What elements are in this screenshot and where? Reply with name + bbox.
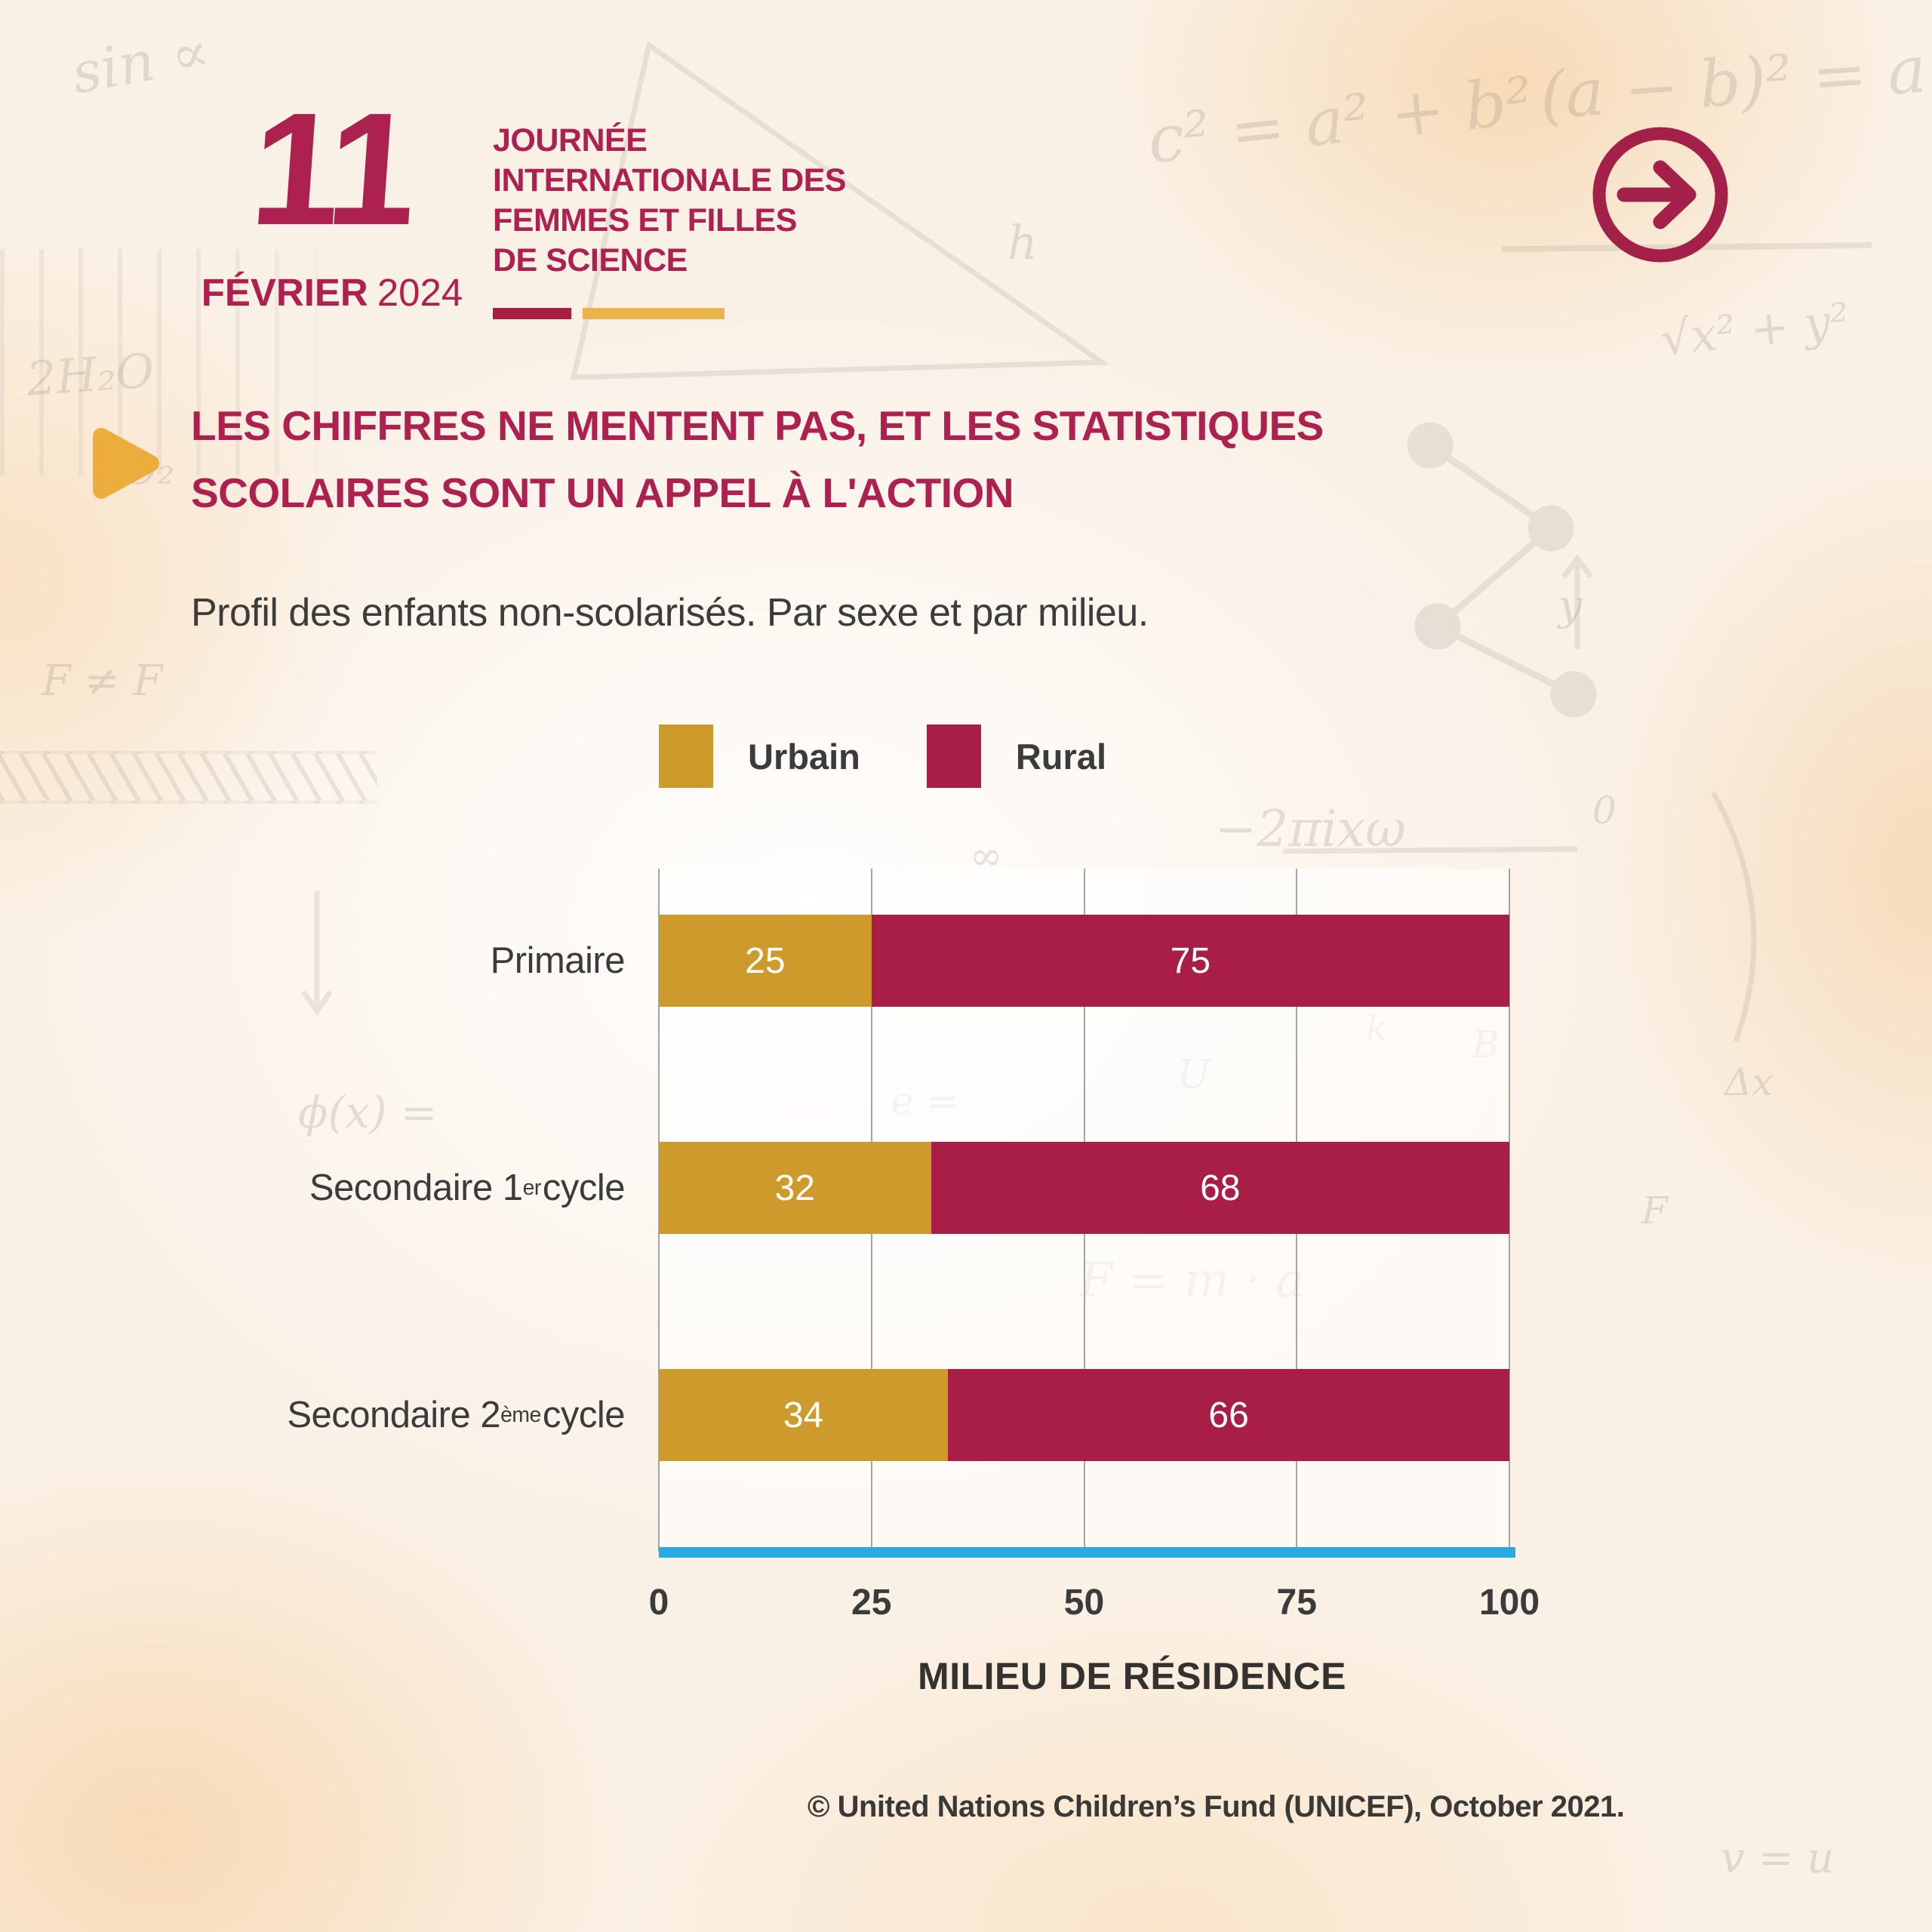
legend-item-rural: Rural xyxy=(926,724,1106,788)
x-tick-label-0: 0 xyxy=(648,1583,669,1623)
chart-plot-area: 25 75 32 68 34 66 xyxy=(658,869,1510,1552)
date-line: FÉVRIER 2024 xyxy=(136,270,528,315)
category-label: Secondaire 1 er cycle xyxy=(309,1168,626,1208)
x-axis-line xyxy=(659,1547,1515,1558)
date-year: 2024 xyxy=(377,271,463,314)
doodle-text: y xyxy=(1558,581,1583,630)
doodle-text: −2πixω xyxy=(1215,800,1406,858)
bar-segment-urbain: 32 xyxy=(659,1142,931,1234)
doodle-text: h xyxy=(1008,215,1038,270)
doodle-text: Δx xyxy=(1724,1060,1774,1104)
hatched-bar-doodle xyxy=(0,751,377,804)
arrow-right-circle-icon[interactable] xyxy=(1591,125,1730,264)
gridline-100 xyxy=(1509,869,1510,1552)
bar-row-secondaire-1: 32 68 xyxy=(659,1142,1509,1234)
doodle-text: 0 xyxy=(1592,789,1617,832)
doodle-text: 2H₂O xyxy=(24,343,156,407)
bar-row-secondaire-2: 34 66 xyxy=(659,1369,1509,1461)
legend-item-urbain: Urbain xyxy=(659,724,860,788)
bar-segment-urbain: 34 xyxy=(659,1369,949,1461)
play-triangle-icon xyxy=(89,427,162,500)
doodle-text: √x² + y² xyxy=(1657,292,1852,367)
bar-segment-urbain: 25 xyxy=(659,915,872,1007)
date-day: 11 xyxy=(245,79,419,258)
doodle-text: (a − b)² = a xyxy=(1537,32,1929,134)
doodle-text: c² = a² + b² xyxy=(1144,63,1537,179)
legend-swatch xyxy=(659,724,713,788)
doodle-text: F ≠ F xyxy=(42,657,163,706)
x-axis-ticks: 0 25 50 75 100 xyxy=(649,1582,1540,1627)
bar-row-primaire: 25 75 xyxy=(659,915,1509,1007)
legend-label: Rural xyxy=(1015,736,1106,777)
doodle-text: F xyxy=(1641,1189,1668,1232)
category-label: Primaire xyxy=(490,940,626,981)
underline-maroon xyxy=(493,308,571,319)
x-tick-label-100: 100 xyxy=(1478,1583,1540,1623)
chart-subtitle: Profil des enfants non-scolarisés. Par s… xyxy=(191,591,1149,635)
underline-gold xyxy=(583,308,724,319)
x-tick-label-50: 50 xyxy=(1063,1583,1105,1623)
doodle-text: sin ∝ xyxy=(66,18,214,107)
bar-segment-rural: 68 xyxy=(931,1142,1509,1234)
x-tick-label-25: 25 xyxy=(851,1583,892,1623)
x-tick-label-75: 75 xyxy=(1276,1583,1317,1623)
footer-credit: © United Nations Children’s Fund (UNICEF… xyxy=(808,1790,1625,1823)
event-title: JOURNÉE INTERNATIONALE DES FEMMES ET FIL… xyxy=(493,122,847,278)
date-month: FÉVRIER xyxy=(201,271,368,314)
legend-swatch xyxy=(926,724,981,788)
category-label: Secondaire 2 ème cycle xyxy=(287,1395,625,1435)
headline-title: LES CHIFFRES NE MENTENT PAS, ET LES STAT… xyxy=(191,402,1324,516)
chart-legend: Urbain Rural xyxy=(659,724,1106,788)
legend-label: Urbain xyxy=(748,736,860,777)
bar-segment-rural: 75 xyxy=(871,915,1509,1007)
doodle-text: ϕ(x) = xyxy=(298,1087,438,1138)
x-axis-title: MILIEU DE RÉSIDENCE xyxy=(918,1655,1346,1697)
doodle-text: v = u xyxy=(1721,1834,1835,1883)
bar-segment-rural: 66 xyxy=(948,1369,1509,1461)
